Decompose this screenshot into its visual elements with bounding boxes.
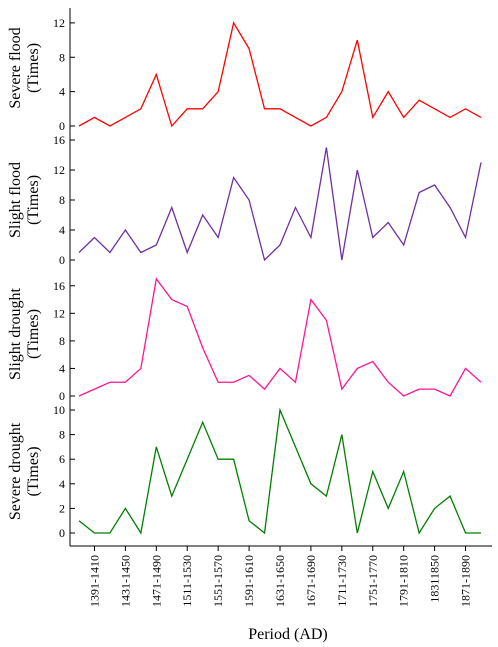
panel-slight-drought: 0 4 8 12 16 Slight drought (Times)	[7, 277, 482, 403]
series-line-slight-drought	[78, 277, 482, 397]
x-tick-label: 1471-1490	[149, 555, 163, 607]
x-tick-label: 1631-1650	[273, 555, 287, 607]
y-tick-label: 6	[59, 452, 65, 466]
y-axis-label: Severe flood	[7, 27, 24, 108]
y-tick-label: 8	[59, 334, 65, 348]
y-tick-label: 12	[53, 306, 65, 320]
y-tick-label: 0	[59, 253, 65, 267]
x-tick-label: 18311850	[428, 555, 442, 603]
x-tick-label: 1431-1450	[118, 555, 132, 607]
x-tick-label: 1551-1570	[211, 555, 225, 607]
panel-severe-drought: 0 2 4 6 8 10 Severe drought (Times)	[7, 403, 481, 540]
series-line-severe-flood	[78, 21, 482, 128]
y-tick-label: 8	[59, 428, 65, 442]
y-axis-unit-label: (Times)	[25, 43, 42, 93]
x-tick-label: 1511-1530	[180, 555, 194, 607]
y-tick-label: 12	[53, 16, 65, 30]
y-tick-label: 2	[59, 501, 65, 515]
y-tick-label: 0	[59, 119, 65, 133]
y-axis-label: Severe drought	[7, 422, 24, 520]
y-tick-label: 4	[59, 361, 65, 375]
y-axis-unit-label: (Times)	[25, 175, 42, 225]
x-tick-label: 1751-1770	[366, 555, 380, 607]
x-axis: 1391-1410 1431-1450 1471-1490 1511-1530 1551…	[70, 545, 492, 607]
x-tick-label: 1791-1810	[397, 555, 411, 607]
y-tick-label: 0	[59, 526, 65, 540]
x-axis-label: Period (AD)	[248, 626, 328, 643]
y-tick-label: 4	[59, 477, 65, 491]
y-tick-label: 16	[53, 279, 65, 293]
y-tick-label: 0	[59, 389, 65, 403]
y-tick-label: 8	[59, 50, 65, 64]
panel-severe-flood: 0 4 8 12 Severe flood (Times)	[7, 16, 482, 133]
y-tick-label: 16	[53, 133, 65, 147]
x-tick-label: 1591-1610	[242, 555, 256, 607]
y-axis-unit-label: (Times)	[25, 446, 42, 496]
series-line-slight-flood	[78, 147, 482, 262]
y-tick-label: 4	[59, 85, 65, 99]
series-line-severe-drought	[78, 407, 481, 535]
x-tick-label: 1711-1730	[335, 555, 349, 607]
y-tick-label: 4	[59, 223, 65, 237]
y-axis-unit-label: (Times)	[25, 309, 42, 359]
x-tick-label: 1871-1890	[459, 555, 473, 607]
y-axis-label: Slight drought	[7, 287, 24, 380]
x-tick-label: 1671-1690	[304, 555, 318, 607]
y-tick-label: 10	[53, 403, 65, 417]
x-tick-label: 1391-1410	[87, 555, 101, 607]
y-tick-label: 12	[53, 163, 65, 177]
y-tick-label: 8	[59, 193, 65, 207]
y-axis-label: Slight flood	[7, 162, 24, 238]
panel-slight-flood: 0 4 8 12 16 Slight flood (Times)	[7, 133, 482, 267]
